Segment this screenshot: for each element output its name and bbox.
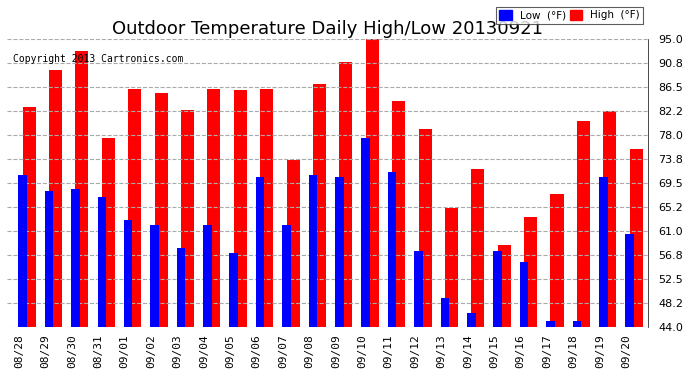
Bar: [308, 174, 317, 327]
Bar: [282, 225, 290, 327]
Bar: [102, 138, 115, 327]
Bar: [551, 194, 564, 327]
Bar: [45, 191, 53, 327]
Bar: [467, 313, 475, 327]
Bar: [177, 248, 185, 327]
Bar: [497, 245, 511, 327]
Bar: [414, 251, 423, 327]
Bar: [577, 121, 590, 327]
Bar: [150, 225, 159, 327]
Bar: [313, 84, 326, 327]
Bar: [471, 169, 484, 327]
Bar: [75, 51, 88, 327]
Bar: [630, 149, 642, 327]
Bar: [71, 189, 79, 327]
Bar: [260, 89, 273, 327]
Bar: [366, 39, 379, 327]
Bar: [128, 89, 141, 327]
Bar: [124, 220, 132, 327]
Bar: [155, 93, 168, 327]
Legend: Low  (°F), High  (°F): Low (°F), High (°F): [496, 7, 643, 24]
Bar: [625, 234, 634, 327]
Bar: [546, 321, 555, 327]
Bar: [256, 177, 264, 327]
Bar: [230, 254, 238, 327]
Bar: [23, 107, 36, 327]
Bar: [520, 262, 529, 327]
Bar: [286, 160, 299, 327]
Bar: [573, 321, 581, 327]
Bar: [181, 110, 194, 327]
Bar: [419, 129, 431, 327]
Bar: [445, 209, 458, 327]
Bar: [97, 197, 106, 327]
Bar: [493, 251, 502, 327]
Title: Outdoor Temperature Daily High/Low 20130921: Outdoor Temperature Daily High/Low 20130…: [112, 20, 543, 38]
Bar: [234, 90, 247, 327]
Bar: [388, 172, 396, 327]
Bar: [362, 138, 370, 327]
Bar: [392, 101, 405, 327]
Bar: [524, 217, 537, 327]
Bar: [335, 177, 344, 327]
Bar: [339, 62, 353, 327]
Bar: [19, 174, 27, 327]
Bar: [208, 89, 220, 327]
Bar: [441, 298, 449, 327]
Bar: [603, 111, 616, 327]
Bar: [49, 70, 62, 327]
Text: Copyright 2013 Cartronics.com: Copyright 2013 Cartronics.com: [13, 54, 184, 64]
Bar: [599, 177, 607, 327]
Bar: [203, 225, 212, 327]
